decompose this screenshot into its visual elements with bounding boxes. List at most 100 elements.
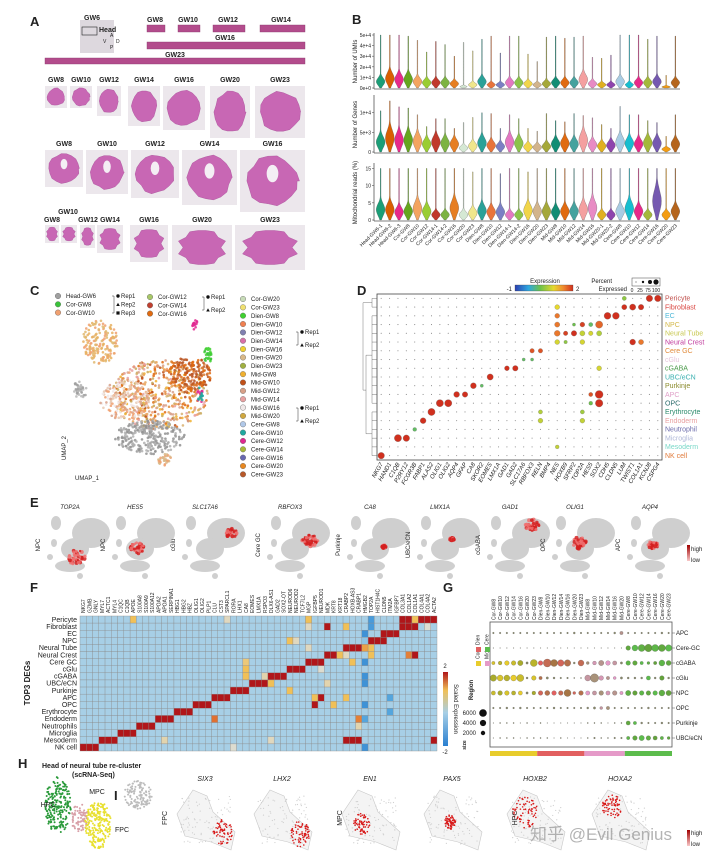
umap-point xyxy=(151,381,154,385)
expression-dot xyxy=(447,341,449,343)
umap-point xyxy=(199,412,203,415)
heatmap-cell xyxy=(311,644,319,652)
heatmap-cell xyxy=(386,736,394,745)
heatmap-cell xyxy=(330,622,337,631)
cell-point xyxy=(109,817,112,820)
heatmap-cell xyxy=(418,736,425,745)
replicate-triangle-marker xyxy=(300,419,304,423)
umap-point xyxy=(156,435,160,439)
cell-count-dot xyxy=(645,735,651,741)
heatmap-cell xyxy=(330,701,337,709)
expression-dot xyxy=(405,402,407,404)
umap-point xyxy=(150,388,153,392)
umap-point xyxy=(193,379,196,383)
cell-point xyxy=(95,836,98,839)
heatmap-cell xyxy=(117,729,125,737)
expression-dot xyxy=(389,332,391,334)
heatmap-cell xyxy=(79,686,87,695)
expression-dot xyxy=(590,350,592,352)
legend-label: Dien-GW20 xyxy=(251,356,283,362)
umap-point xyxy=(124,393,128,397)
feature-umap-rbfox3 xyxy=(267,516,330,579)
heatmap-cell xyxy=(136,672,143,681)
umap-point xyxy=(184,415,187,419)
umap-point xyxy=(161,455,165,459)
expression-dot xyxy=(439,385,441,387)
umap-point xyxy=(166,417,170,421)
heatmap-cell xyxy=(349,637,356,645)
umap-point xyxy=(118,397,122,401)
expression-dot xyxy=(615,332,617,334)
cell-count-dot xyxy=(506,647,508,649)
heatmap-cell xyxy=(280,615,287,624)
size-legend-label: 4000 xyxy=(463,721,477,727)
heatmap-cell xyxy=(405,672,413,681)
umap-point xyxy=(209,350,212,353)
cell-count-dot xyxy=(517,660,524,666)
expression-dot xyxy=(548,350,550,352)
heatmap-cell xyxy=(280,630,287,638)
cell-count-dot xyxy=(614,647,616,649)
cell-count-dot xyxy=(584,674,591,682)
umap-cluster xyxy=(47,554,53,560)
heatmap-cell xyxy=(180,693,187,702)
cell-count-dot xyxy=(551,690,557,696)
expression-dot xyxy=(598,358,600,361)
legend-swatch xyxy=(239,412,246,419)
heatmap-cell xyxy=(255,686,262,695)
dotplot-column-label: Dien-GW14 xyxy=(559,594,565,620)
replicate-label: Rep3 xyxy=(121,311,136,317)
umap-cluster xyxy=(186,516,196,530)
cell-point xyxy=(108,825,111,828)
heatmap-cell xyxy=(342,658,350,666)
heatmap-cell xyxy=(161,672,168,681)
size-legend-title: size xyxy=(462,740,468,750)
umap-point xyxy=(182,435,186,439)
expression-dot xyxy=(621,304,628,310)
umap-point xyxy=(117,377,120,381)
expression-dot xyxy=(565,358,567,361)
umap-point xyxy=(111,394,115,398)
heatmap-cell xyxy=(167,630,175,638)
umap-point xyxy=(178,386,181,390)
umap-point xyxy=(102,406,105,410)
heatmap-cell xyxy=(311,651,319,659)
heatmap-cell xyxy=(255,701,262,709)
cell-count-dot xyxy=(492,647,494,649)
expression-dot xyxy=(506,446,508,448)
umap-point xyxy=(84,393,87,397)
expression-point xyxy=(531,521,536,526)
y-tick-label: 0 xyxy=(368,218,371,224)
expression-dot xyxy=(623,420,625,422)
umap-point xyxy=(78,380,81,384)
heatmap-cell xyxy=(161,658,168,666)
heatmap-cell xyxy=(154,644,162,652)
heatmap-cell xyxy=(261,622,269,631)
heatmap-cell xyxy=(324,736,331,745)
heatmap-column-label: APOA2 xyxy=(156,596,162,613)
umap-cluster xyxy=(425,560,455,572)
cell-point xyxy=(60,805,63,808)
expression-dot xyxy=(579,330,586,337)
heatmap-cell xyxy=(180,715,187,723)
heatmap-cell xyxy=(286,658,294,666)
umap-point xyxy=(137,418,141,422)
heatmap-cell xyxy=(198,637,206,645)
heatmap-cell xyxy=(374,729,381,737)
cell-count-dot xyxy=(620,722,623,724)
expression-dot xyxy=(596,330,602,337)
cell-count-dot xyxy=(573,631,576,635)
cell-point xyxy=(81,814,84,817)
umap-point xyxy=(121,373,124,376)
histology-section-row3 xyxy=(172,225,232,270)
cell-point xyxy=(69,796,72,799)
cell-count-dot xyxy=(552,706,556,710)
cell-count-dot xyxy=(564,659,571,667)
expression-dot xyxy=(539,437,542,439)
expression-dot xyxy=(606,437,609,439)
heatmap-cell xyxy=(367,630,375,638)
expression-dot xyxy=(612,312,620,320)
tissue-section xyxy=(46,227,58,241)
expression-dot xyxy=(422,402,424,404)
expression-dot xyxy=(657,332,659,334)
